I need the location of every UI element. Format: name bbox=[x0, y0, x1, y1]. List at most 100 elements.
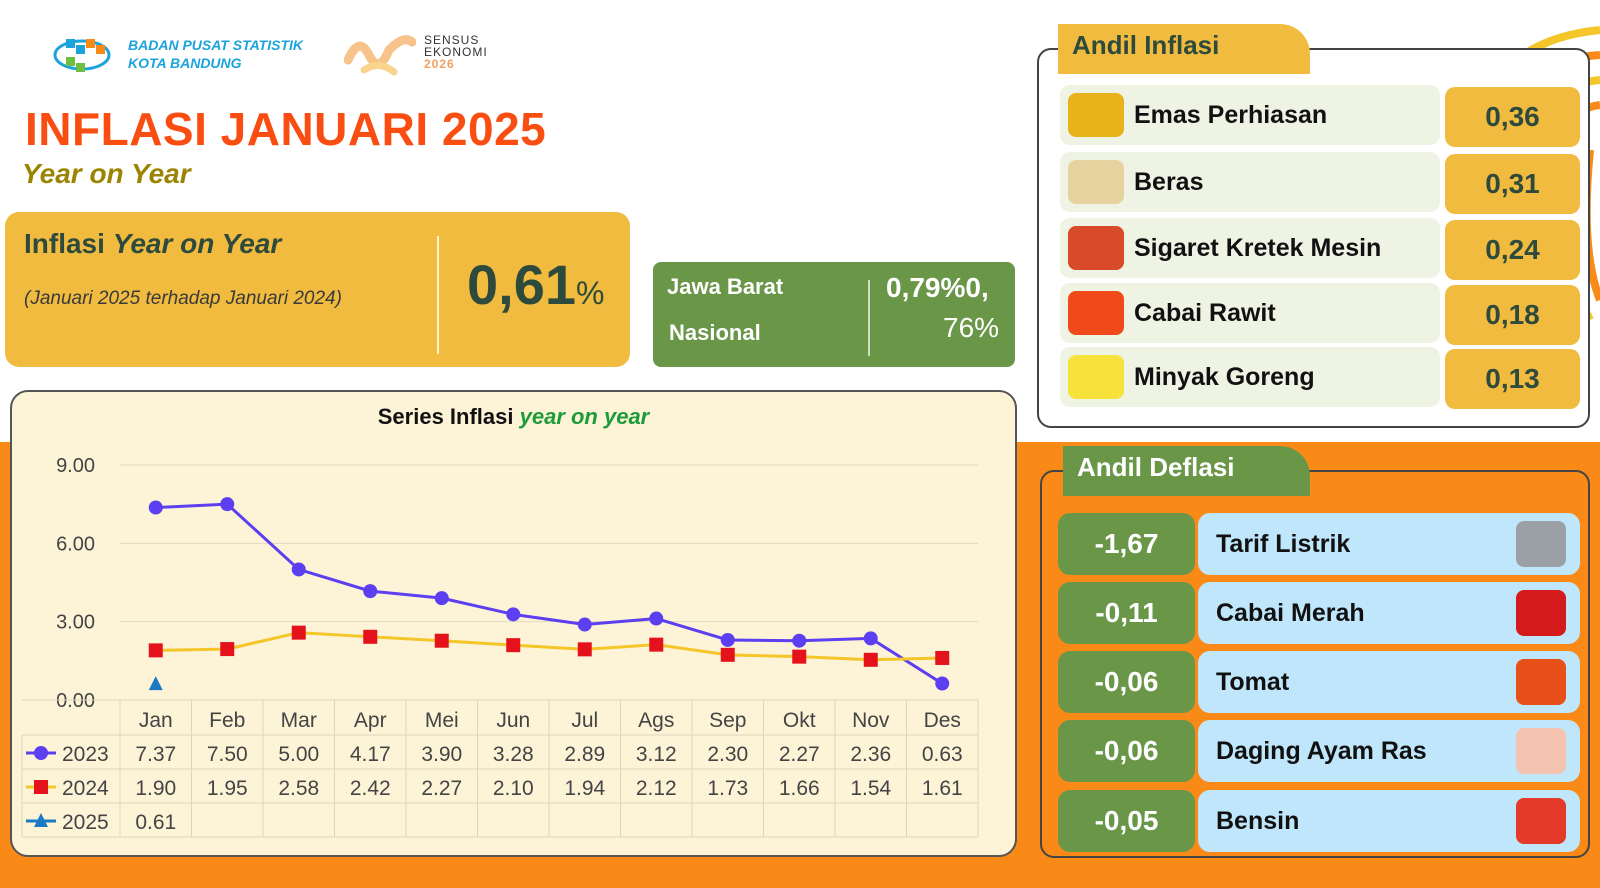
tomato-icon bbox=[1516, 659, 1566, 705]
data-point-2024 bbox=[935, 650, 950, 665]
data-point-2024 bbox=[291, 625, 306, 640]
item-value: -0,11 bbox=[1058, 582, 1195, 644]
yoy-value: 0,61% bbox=[467, 252, 604, 317]
andil-inflasi-title: Andil Inflasi bbox=[1058, 24, 1310, 74]
data-cell: 2.42 bbox=[350, 777, 391, 800]
yoy-period: (Januari 2025 terhadap Januari 2024) bbox=[24, 288, 342, 309]
x-tick-label: Sep bbox=[709, 709, 746, 732]
x-tick-label: Okt bbox=[783, 709, 816, 732]
data-cell: 1.95 bbox=[207, 777, 248, 800]
item-name: Daging Ayam Ras bbox=[1216, 736, 1427, 765]
data-cell: 2.89 bbox=[564, 743, 605, 766]
org-line2: KOTA BANDUNG bbox=[128, 55, 242, 71]
item-name: Sigaret Kretek Mesin bbox=[1134, 233, 1382, 262]
x-tick-label: Des bbox=[924, 709, 961, 732]
y-tick-label: 0.00 bbox=[56, 690, 95, 712]
legend-label: 2024 bbox=[62, 777, 109, 800]
chart-title-plain: Series Inflasi bbox=[377, 404, 520, 429]
data-point-2024 bbox=[792, 649, 807, 664]
data-point-2023 bbox=[220, 497, 235, 512]
divider bbox=[868, 280, 870, 356]
data-point-2024 bbox=[434, 633, 449, 648]
cigarette-pack-icon bbox=[1068, 226, 1124, 270]
data-cell: 7.37 bbox=[135, 743, 176, 766]
item-name: Cabai Merah bbox=[1216, 598, 1365, 627]
data-cell: 2.10 bbox=[493, 777, 534, 800]
x-tick-label: Mei bbox=[425, 709, 459, 732]
item-value: -1,67 bbox=[1058, 513, 1195, 575]
item-name: Minyak Goreng bbox=[1134, 362, 1315, 391]
data-point-2023 bbox=[506, 607, 521, 622]
legend-label: 2025 bbox=[62, 811, 109, 834]
data-point-2024 bbox=[720, 647, 735, 662]
data-point-2023 bbox=[792, 633, 807, 648]
item-value: 0,24 bbox=[1445, 220, 1580, 280]
chart-card bbox=[10, 390, 1017, 857]
yoy-number: 0,61 bbox=[467, 253, 576, 316]
legend-marker-2023 bbox=[34, 746, 48, 760]
series-line-2023 bbox=[155, 502, 944, 685]
data-point-2023 bbox=[148, 500, 163, 515]
gold-jewelry-icon bbox=[1068, 93, 1124, 137]
sensus-line1: SENSUS bbox=[424, 33, 480, 47]
andil-deflasi-panel bbox=[1040, 470, 1590, 858]
data-point-2023 bbox=[291, 562, 306, 577]
andil-deflasi-item: Daging Ayam Ras bbox=[1198, 720, 1580, 782]
item-value: 0,13 bbox=[1445, 349, 1580, 409]
andil-inflasi-item: Beras bbox=[1060, 152, 1440, 212]
item-value: 0,31 bbox=[1445, 154, 1580, 214]
yoy-label: Inflasi Year on Year bbox=[24, 228, 281, 260]
x-tick-label: Feb bbox=[209, 709, 245, 732]
data-point-2024 bbox=[577, 642, 592, 657]
page-subtitle: Year on Year bbox=[22, 158, 191, 189]
comparison-card: Jawa Barat Nasional 0,79%0, 76% bbox=[653, 262, 1015, 367]
data-cell: 3.28 bbox=[493, 743, 534, 766]
data-cell: 5.00 bbox=[278, 743, 319, 766]
org-name: BADAN PUSAT STATISTIK KOTA BANDUNG bbox=[128, 36, 303, 72]
data-point-2024 bbox=[220, 642, 235, 657]
org-line1: BADAN PUSAT STATISTIK bbox=[128, 37, 303, 53]
x-tick-label: Jan bbox=[139, 709, 173, 732]
data-cell: 1.61 bbox=[922, 777, 963, 800]
item-name: Tarif Listrik bbox=[1216, 529, 1351, 558]
data-cell: 1.94 bbox=[564, 777, 605, 800]
item-value: -0,05 bbox=[1058, 790, 1195, 852]
data-cell: 0.61 bbox=[135, 811, 176, 834]
data-cell: 2.12 bbox=[636, 777, 677, 800]
page-title: INFLASI JANUARI 2025 bbox=[25, 103, 547, 155]
legend-marker-2024 bbox=[34, 780, 48, 794]
data-point-2025 bbox=[148, 676, 163, 691]
data-cell: 2.27 bbox=[779, 743, 820, 766]
x-tick-label: Jul bbox=[571, 709, 598, 732]
data-point-2023 bbox=[434, 591, 449, 606]
x-tick-label: Mar bbox=[281, 709, 317, 732]
andil-deflasi-item: Bensin bbox=[1198, 790, 1580, 852]
data-point-2023 bbox=[863, 631, 878, 646]
item-name: Tomat bbox=[1216, 667, 1290, 696]
data-cell: 3.12 bbox=[636, 743, 677, 766]
data-cell: 2.58 bbox=[278, 777, 319, 800]
data-point-2023 bbox=[363, 584, 378, 599]
item-value: 0,36 bbox=[1445, 87, 1580, 147]
data-point-2024 bbox=[506, 638, 521, 653]
item-name: Bensin bbox=[1216, 806, 1300, 835]
data-point-2023 bbox=[577, 617, 592, 632]
data-point-2023 bbox=[649, 611, 664, 626]
data-point-2024 bbox=[363, 629, 378, 644]
nasional-label: Nasional bbox=[669, 320, 761, 345]
andil-inflasi-item: Minyak Goreng bbox=[1060, 347, 1440, 407]
data-cell: 1.54 bbox=[850, 777, 891, 800]
chili-icon bbox=[1068, 291, 1124, 335]
jawa-barat-label: Jawa Barat bbox=[667, 274, 784, 299]
chart-title-italic: year on year bbox=[519, 404, 650, 429]
andil-deflasi-item: Cabai Merah bbox=[1198, 582, 1580, 644]
yoy-label-plain: Inflasi bbox=[24, 228, 113, 259]
data-point-2023 bbox=[720, 632, 735, 647]
red-chili-icon bbox=[1516, 590, 1566, 636]
sensus-line2: EKONOMI bbox=[424, 45, 488, 59]
yoy-label-italic: Year on Year bbox=[112, 228, 282, 259]
andil-deflasi-title: Andil Deflasi bbox=[1063, 446, 1310, 496]
item-name: Cabai Rawit bbox=[1134, 298, 1276, 327]
rice-sack-icon bbox=[1068, 160, 1124, 204]
legend-marker-2025 bbox=[34, 813, 48, 827]
